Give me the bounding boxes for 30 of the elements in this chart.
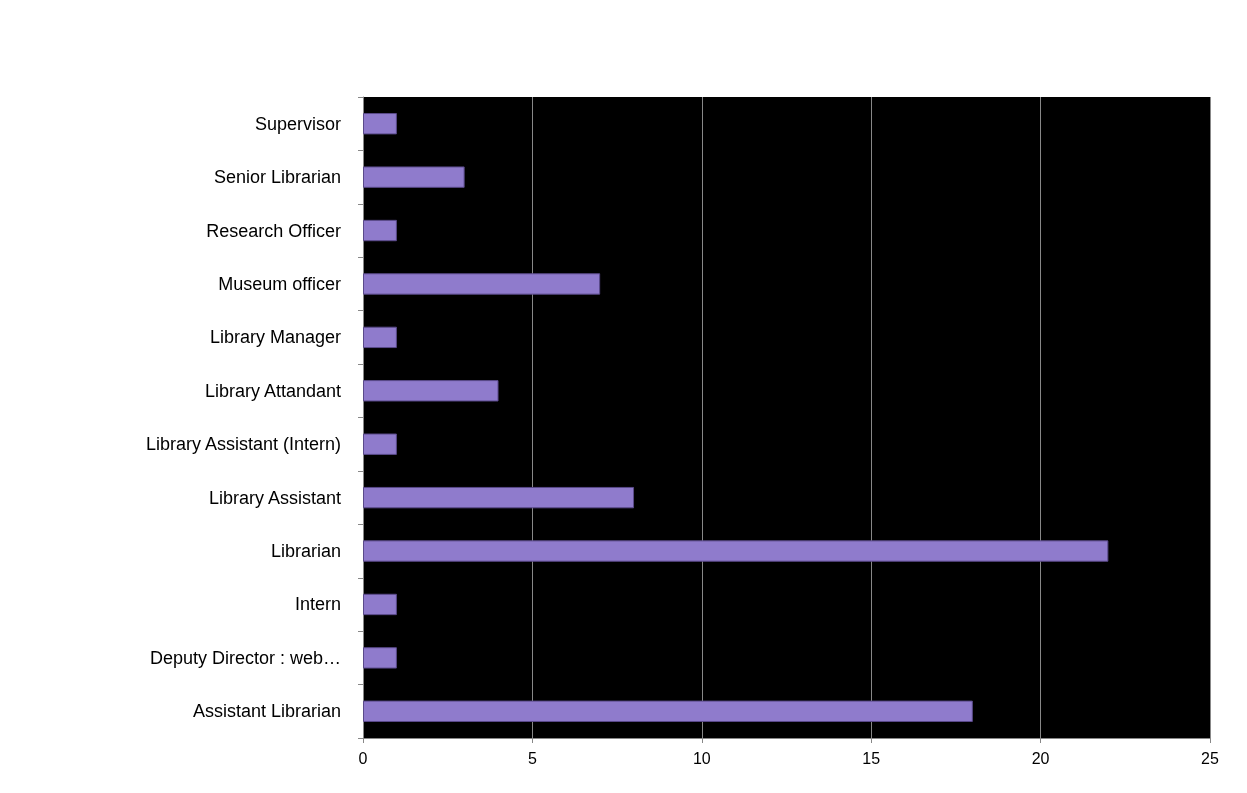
y-tick-label: Assistant Librarian xyxy=(192,701,341,722)
y-tick-label: Research Officer xyxy=(206,220,342,241)
x-tick-label: 25 xyxy=(1201,749,1219,767)
bar xyxy=(363,380,499,402)
y-tick-label: Librarian xyxy=(270,541,341,562)
y-tick-label: Library Attandant xyxy=(204,380,341,401)
bar xyxy=(363,219,397,242)
x-tick-label: 20 xyxy=(1031,749,1050,767)
y-tick-label: Library Assistant xyxy=(208,487,341,508)
bar xyxy=(363,700,973,722)
y-tick-label: Library Manager xyxy=(209,327,342,348)
y-tick-label: Intern xyxy=(294,594,341,615)
y-tick-label: Supervisor xyxy=(254,113,341,134)
bar xyxy=(363,273,601,295)
bar xyxy=(363,433,397,455)
bar xyxy=(363,647,397,669)
x-tick-label: 10 xyxy=(692,749,711,767)
x-tick-label: 5 xyxy=(527,749,537,767)
bar xyxy=(363,593,397,616)
y-tick-label: Senior Librarian xyxy=(213,167,341,188)
y-tick-label: Museum officer xyxy=(218,273,341,294)
y-tick-label: Deputy Director : web… xyxy=(149,647,341,668)
x-tick-label: 15 xyxy=(862,749,881,767)
bar xyxy=(363,166,465,188)
bar xyxy=(363,326,397,349)
bar xyxy=(363,113,397,135)
bar xyxy=(363,540,1109,562)
x-tick-label: 0 xyxy=(358,749,368,767)
y-tick-label: Library Assistant (Intern) xyxy=(145,434,341,455)
bar xyxy=(363,486,635,509)
